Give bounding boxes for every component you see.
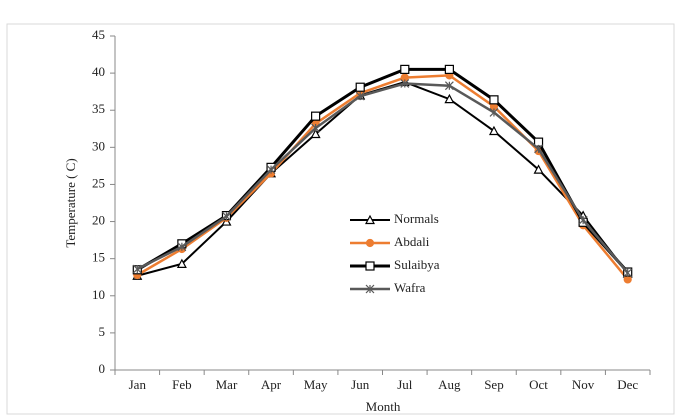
y-tick-label: 40 [92, 64, 105, 79]
marker [444, 93, 455, 104]
y-tick-label: 45 [92, 27, 105, 42]
y-tick-label: 5 [99, 324, 106, 339]
y-tick-label: 35 [92, 101, 105, 116]
y-tick-label: 25 [92, 175, 105, 190]
marker [365, 284, 375, 294]
marker [355, 82, 365, 92]
marker [623, 275, 632, 284]
legend-label: Sulaibya [394, 257, 440, 272]
x-tick-label: Jun [351, 377, 370, 392]
y-tick-label: 0 [99, 361, 106, 376]
legend-label: Wafra [394, 280, 426, 295]
marker [177, 242, 187, 252]
marker [444, 81, 454, 91]
marker [310, 128, 321, 139]
marker [266, 165, 276, 175]
marker [400, 64, 410, 75]
marker [534, 144, 543, 154]
series-line [136, 74, 629, 281]
y-axis-label: Temperature ( C) [63, 158, 78, 247]
marker [355, 91, 365, 101]
x-tick-label: Apr [261, 377, 282, 392]
legend-label: Abdali [394, 234, 430, 249]
chart-frame [6, 23, 675, 415]
marker [444, 64, 454, 75]
series-line [136, 67, 629, 274]
series-line [136, 82, 629, 274]
marker [533, 164, 544, 174]
y-tick-label: 20 [92, 213, 105, 228]
x-tick-label: Jan [129, 377, 147, 392]
marker [311, 111, 321, 121]
x-axis-label: Month [366, 399, 401, 414]
x-tick-label: May [304, 377, 328, 392]
marker [132, 264, 142, 274]
marker [311, 123, 321, 133]
y-tick-label: 15 [92, 250, 105, 265]
marker [489, 95, 499, 105]
x-tick-label: Nov [572, 377, 595, 392]
marker [365, 214, 375, 225]
x-tick-label: Aug [438, 377, 461, 392]
marker [400, 79, 410, 88]
x-tick-label: Oct [529, 377, 548, 392]
x-tick-label: Sep [484, 377, 504, 392]
x-tick-label: Jul [397, 377, 413, 392]
marker [222, 211, 231, 221]
marker [578, 215, 588, 225]
marker [488, 125, 499, 136]
x-tick-label: Feb [172, 377, 192, 392]
marker [623, 268, 633, 278]
y-tick-label: 10 [92, 287, 105, 302]
marker [365, 238, 375, 248]
marker [365, 261, 375, 271]
marker [176, 258, 187, 268]
legend-label: Normals [394, 211, 439, 226]
marker [489, 108, 499, 117]
x-tick-label: Dec [617, 377, 638, 392]
x-tick-label: Mar [216, 377, 238, 392]
y-tick-label: 30 [92, 138, 105, 153]
